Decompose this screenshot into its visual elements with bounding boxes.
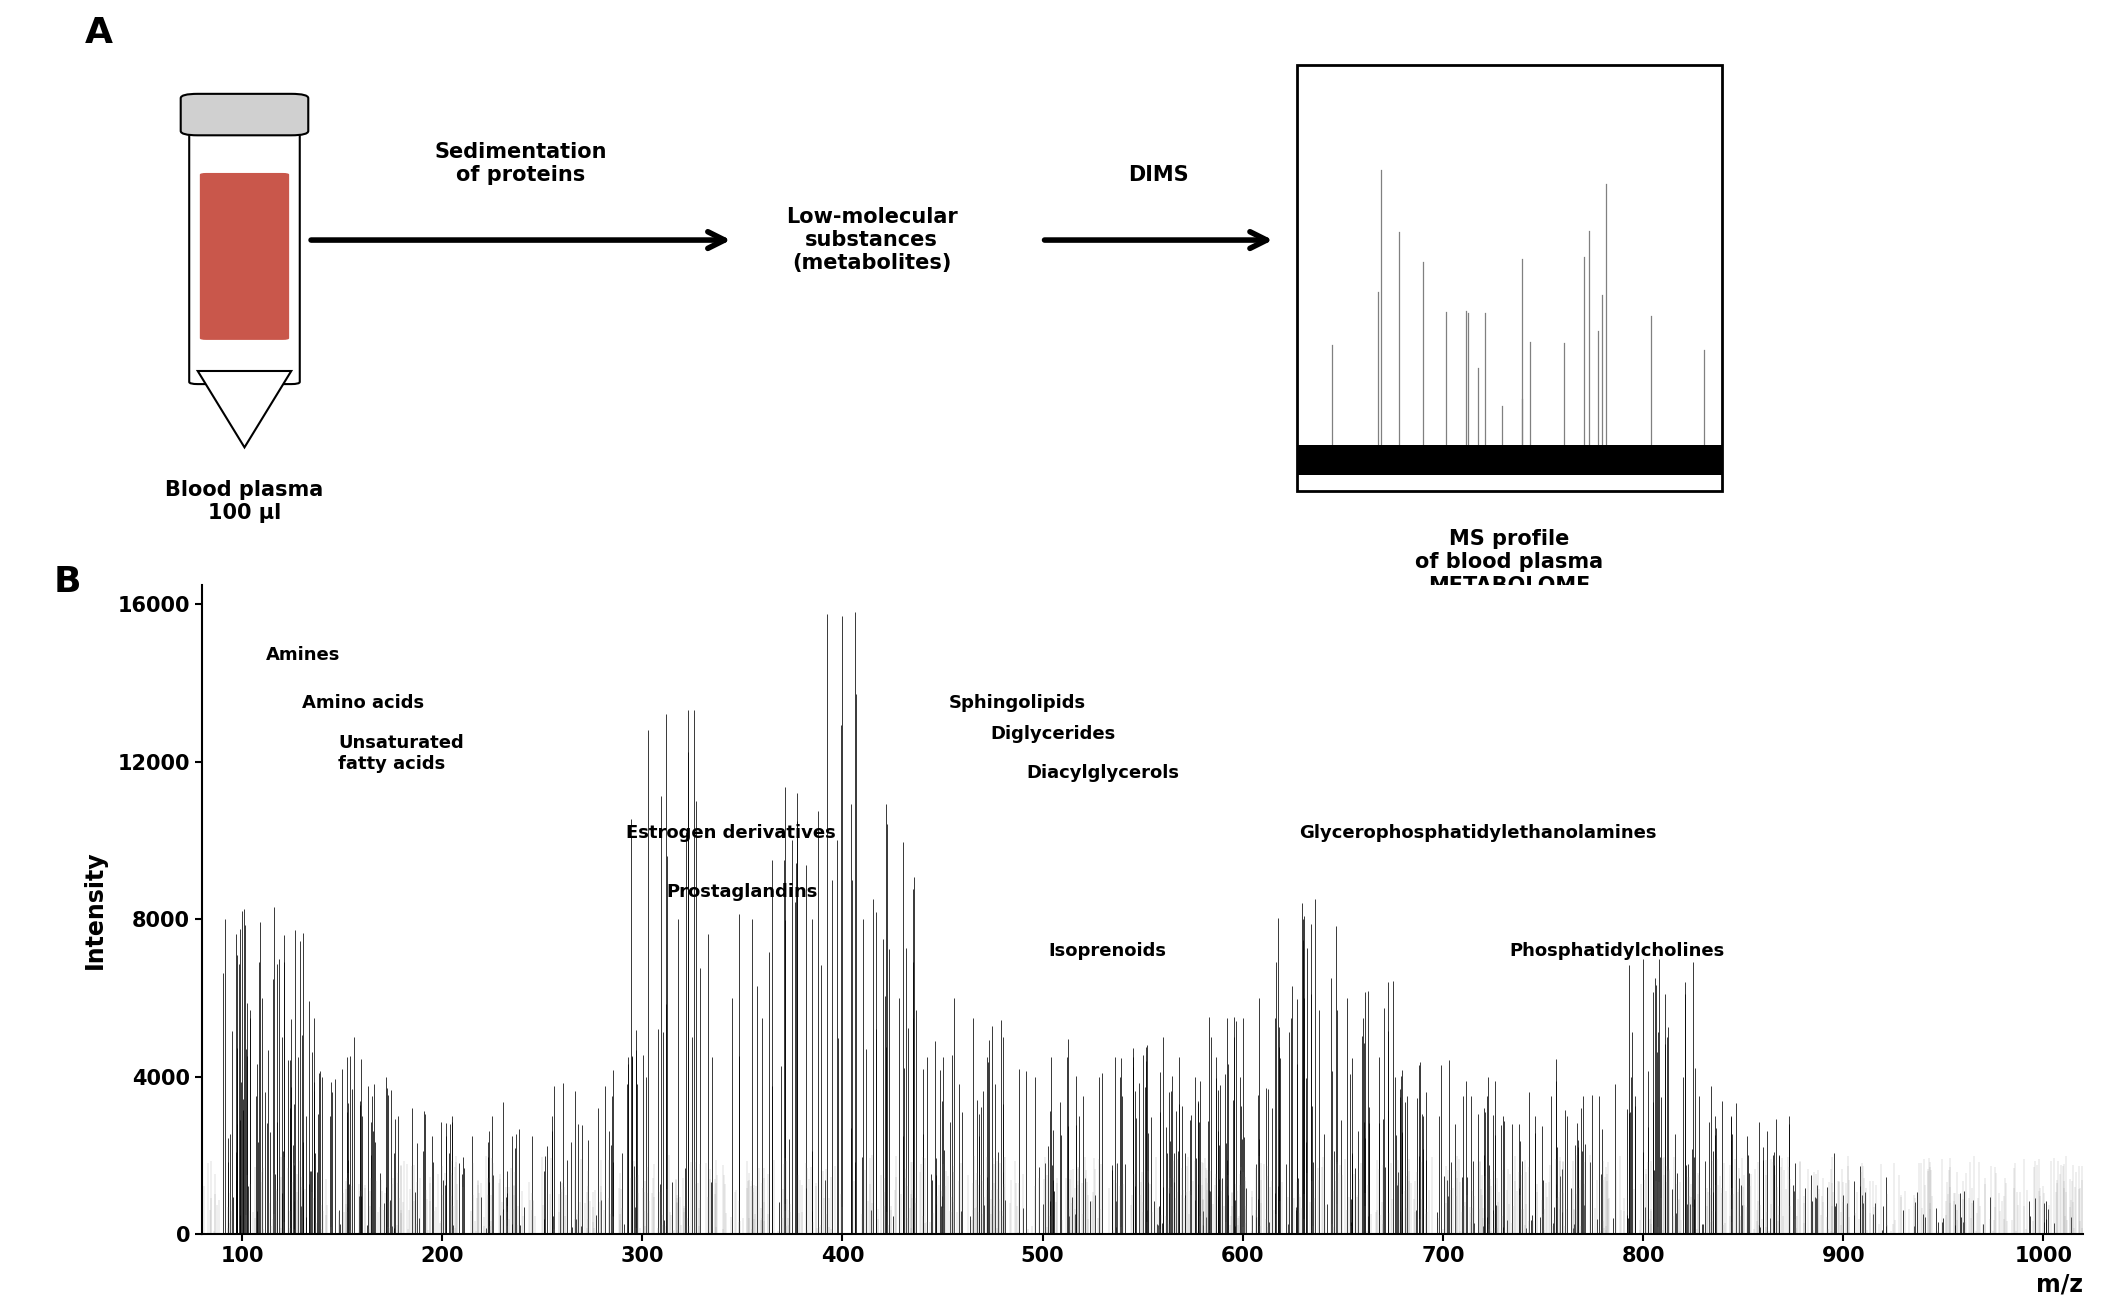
- Text: Glycerophosphatidylethanolamines: Glycerophosphatidylethanolamines: [1299, 824, 1656, 842]
- FancyBboxPatch shape: [189, 123, 300, 385]
- Text: Sphingolipids: Sphingolipids: [948, 694, 1086, 712]
- Text: DIMS: DIMS: [1129, 165, 1188, 186]
- Text: Prostaglandins: Prostaglandins: [665, 882, 819, 900]
- Text: Amino acids: Amino acids: [302, 694, 425, 712]
- Text: Blood plasma
100 μl: Blood plasma 100 μl: [166, 481, 323, 523]
- Text: B: B: [53, 565, 81, 599]
- Text: Unsaturated
fatty acids: Unsaturated fatty acids: [338, 734, 463, 773]
- X-axis label: m/z: m/z: [2037, 1273, 2083, 1296]
- Text: Amines: Amines: [266, 647, 340, 664]
- FancyBboxPatch shape: [200, 173, 289, 340]
- Text: Diglycerides: Diglycerides: [991, 725, 1116, 743]
- Text: Isoprenoids: Isoprenoids: [1048, 942, 1167, 960]
- Text: Phosphatidylcholines: Phosphatidylcholines: [1509, 942, 1724, 960]
- Bar: [1297, 65, 1722, 491]
- Polygon shape: [198, 372, 291, 447]
- Bar: [1297, 444, 1722, 474]
- Text: Sedimentation
of proteins: Sedimentation of proteins: [434, 143, 608, 186]
- Y-axis label: Intensity: Intensity: [83, 850, 106, 969]
- Text: A: A: [85, 17, 113, 51]
- Text: Estrogen derivatives: Estrogen derivatives: [627, 824, 836, 842]
- Text: MS profile
of blood plasma
METABOLOME: MS profile of blood plasma METABOLOME: [1416, 529, 1603, 596]
- Text: Diacylglycerols: Diacylglycerols: [1027, 765, 1180, 782]
- FancyBboxPatch shape: [181, 94, 308, 135]
- Text: Low-molecular
substances
(metabolites): Low-molecular substances (metabolites): [787, 207, 957, 273]
